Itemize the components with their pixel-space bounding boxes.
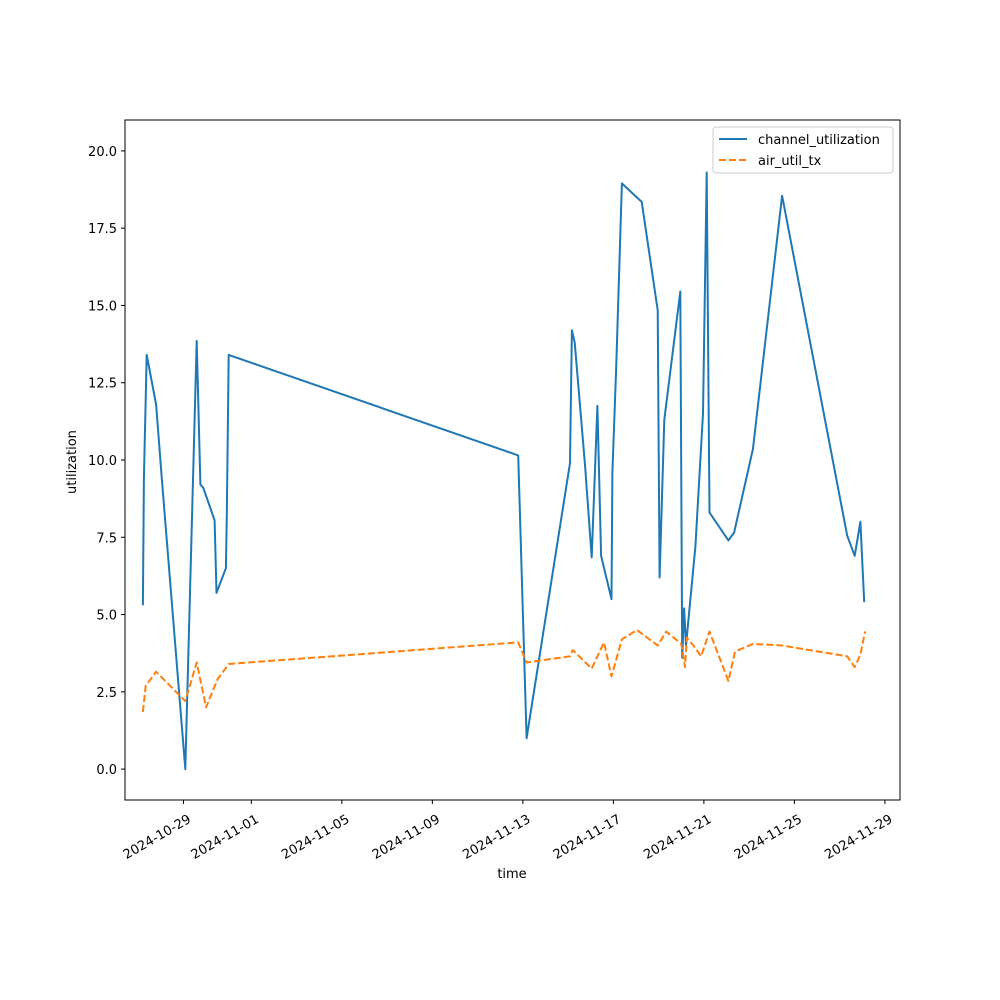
series-line-air-util-tx xyxy=(141,629,867,713)
y-tick-label: 5.0 xyxy=(96,609,117,624)
x-axis-label: time xyxy=(497,867,526,882)
series-line-channel-utilization xyxy=(141,171,866,771)
y-tick-label: 7.5 xyxy=(96,531,117,546)
legend-label: air_util_tx xyxy=(758,154,822,169)
x-tick-label: 2024-11-05 xyxy=(279,812,352,863)
x-tick-label: 2024-11-01 xyxy=(189,812,262,863)
y-tick-label: 15.0 xyxy=(88,299,117,314)
plot-area xyxy=(125,120,900,800)
x-tick-label: 2024-11-09 xyxy=(370,812,443,863)
y-tick-label: 12.5 xyxy=(88,377,117,392)
legend-box xyxy=(712,126,894,174)
y-axis-label: utilization xyxy=(65,430,80,494)
y-tick-label: 20.0 xyxy=(88,145,117,160)
legend-label: channel_utilization xyxy=(758,133,880,148)
x-tick-label: 2024-11-25 xyxy=(732,812,805,863)
x-tick-label: 2024-10-29 xyxy=(121,812,194,863)
x-tick-label: 2024-11-13 xyxy=(460,812,533,863)
y-tick-label: 10.0 xyxy=(88,454,117,469)
series-layer xyxy=(141,171,867,771)
x-tick-label: 2024-11-21 xyxy=(641,812,714,863)
legend: channel_utilization air_util_tx xyxy=(712,126,894,174)
y-tick-label: 17.5 xyxy=(88,222,117,237)
x-tick-label: 2024-11-17 xyxy=(551,812,624,863)
x-tick-label: 2024-11-29 xyxy=(822,812,895,863)
y-tick-label: 2.5 xyxy=(96,686,117,701)
y-tick-label: 0.0 xyxy=(96,763,117,778)
